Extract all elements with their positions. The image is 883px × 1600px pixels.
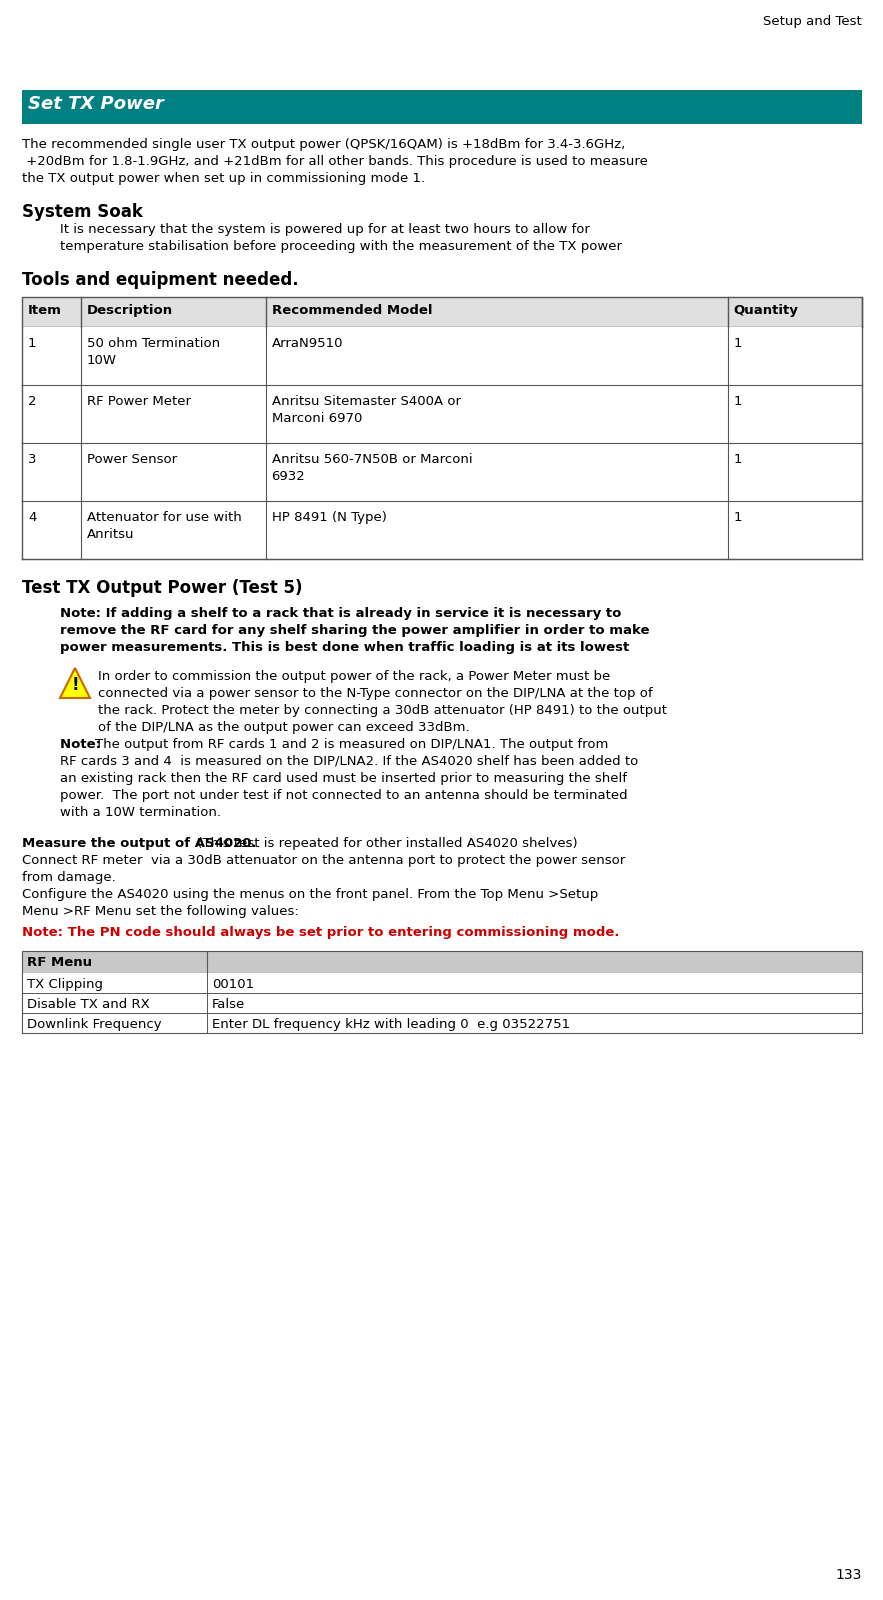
Text: Recommended Model: Recommended Model [272,304,432,317]
Text: Note:: Note: [60,738,106,750]
Text: 1: 1 [734,338,742,350]
Text: 00101: 00101 [212,978,254,990]
Text: RF cards 3 and 4  is measured on the DIP/LNA2. If the AS4020 shelf has been adde: RF cards 3 and 4 is measured on the DIP/… [60,755,638,768]
Text: Setup and Test: Setup and Test [763,14,862,27]
Text: Attenuator for use with: Attenuator for use with [87,510,242,525]
Bar [22,950,862,973]
Text: 10W: 10W [87,354,117,366]
Text: Measure the output of AS4020.: Measure the output of AS4020. [22,837,257,850]
Text: Anritsu: Anritsu [87,528,134,541]
Text: The output from RF cards 1 and 2 is measured on DIP/LNA1. The output from: The output from RF cards 1 and 2 is meas… [95,738,608,750]
Bar [22,298,862,326]
Text: the TX output power when set up in commissioning mode 1.: the TX output power when set up in commi… [22,171,425,186]
Text: with a 10W termination.: with a 10W termination. [60,806,221,819]
Text: +20dBm for 1.8-1.9GHz, and +21dBm for all other bands. This procedure is used to: +20dBm for 1.8-1.9GHz, and +21dBm for al… [22,155,648,168]
Text: TX Clipping: TX Clipping [27,978,103,990]
Text: power measurements. This is best done when traffic loading is at its lowest: power measurements. This is best done wh… [60,642,630,654]
Text: !: ! [72,675,79,694]
Text: 2: 2 [28,395,36,408]
Bar [22,443,862,501]
Text: System Soak: System Soak [22,203,143,221]
Text: In order to commission the output power of the rack, a Power Meter must be: In order to commission the output power … [98,670,610,683]
Text: Power Sensor: Power Sensor [87,453,177,466]
Text: Marconi 6970: Marconi 6970 [272,411,362,426]
Text: Tools and equipment needed.: Tools and equipment needed. [22,270,298,290]
Text: Menu >RF Menu set the following values:: Menu >RF Menu set the following values: [22,906,298,918]
Text: of the DIP/LNA as the output power can exceed 33dBm.: of the DIP/LNA as the output power can e… [98,722,470,734]
Text: Quantity: Quantity [734,304,798,317]
Text: 50 ohm Termination: 50 ohm Termination [87,338,220,350]
Text: 1: 1 [734,395,742,408]
Bar [22,90,862,125]
Text: False: False [212,998,245,1011]
Text: Set TX Power: Set TX Power [28,94,164,114]
Text: RF Power Meter: RF Power Meter [87,395,191,408]
Text: Test TX Output Power (Test 5): Test TX Output Power (Test 5) [22,579,303,597]
Text: Connect RF meter  via a 30dB attenuator on the antenna port to protect the power: Connect RF meter via a 30dB attenuator o… [22,854,625,867]
Text: 6932: 6932 [272,470,306,483]
Text: remove the RF card for any shelf sharing the power amplifier in order to make: remove the RF card for any shelf sharing… [60,624,650,637]
Text: RF Menu: RF Menu [27,955,92,970]
Bar [22,501,862,558]
Polygon shape [60,669,90,698]
Text: 1: 1 [734,510,742,525]
Text: ArraN9510: ArraN9510 [272,338,343,350]
Text: 133: 133 [835,1568,862,1582]
Text: 4: 4 [28,510,36,525]
Text: Item: Item [28,304,62,317]
Text: Disable TX and RX: Disable TX and RX [27,998,150,1011]
Text: 3: 3 [28,453,36,466]
Bar [22,1013,862,1034]
Text: It is necessary that the system is powered up for at least two hours to allow fo: It is necessary that the system is power… [60,222,590,235]
Text: Configure the AS4020 using the menus on the front panel. From the Top Menu >Setu: Configure the AS4020 using the menus on … [22,888,599,901]
Text: Anritsu Sitemaster S400A or: Anritsu Sitemaster S400A or [272,395,461,408]
Text: Description: Description [87,304,173,317]
Text: power.  The port not under test if not connected to an antenna should be termina: power. The port not under test if not co… [60,789,628,802]
Text: 1: 1 [28,338,36,350]
Text: (This test is repeated for other installed AS4020 shelves): (This test is repeated for other install… [193,837,577,850]
Text: connected via a power sensor to the N-Type connector on the DIP/LNA at the top o: connected via a power sensor to the N-Ty… [98,686,653,701]
Text: The recommended single user TX output power (QPSK/16QAM) is +18dBm for 3.4-3.6GH: The recommended single user TX output po… [22,138,625,150]
Text: an existing rack then the RF card used must be inserted prior to measuring the s: an existing rack then the RF card used m… [60,773,627,786]
Text: Enter DL frequency kHz with leading 0  e.g 03522751: Enter DL frequency kHz with leading 0 e.… [212,1018,570,1030]
Text: the rack. Protect the meter by connecting a 30dB attenuator (HP 8491) to the out: the rack. Protect the meter by connectin… [98,704,667,717]
Text: Anritsu 560-7N50B or Marconi: Anritsu 560-7N50B or Marconi [272,453,472,466]
Text: Downlink Frequency: Downlink Frequency [27,1018,162,1030]
Text: Note: The PN code should always be set prior to entering commissioning mode.: Note: The PN code should always be set p… [22,926,620,939]
Text: from damage.: from damage. [22,870,116,883]
Bar [22,326,862,386]
Text: 1: 1 [734,453,742,466]
Text: Note: If adding a shelf to a rack that is already in service it is necessary to: Note: If adding a shelf to a rack that i… [60,606,622,619]
Bar [22,386,862,443]
Text: HP 8491 (N Type): HP 8491 (N Type) [272,510,387,525]
Bar [22,994,862,1013]
Text: temperature stabilisation before proceeding with the measurement of the TX power: temperature stabilisation before proceed… [60,240,622,253]
Bar [22,973,862,994]
